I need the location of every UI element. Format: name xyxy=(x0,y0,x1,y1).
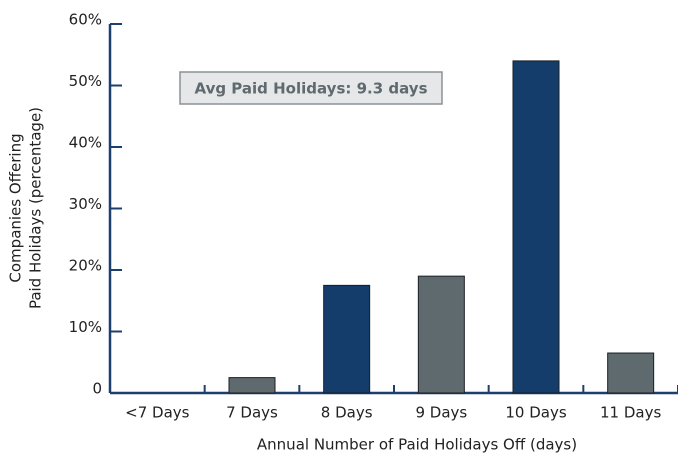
y-axis-label: Companies Offering xyxy=(7,133,25,282)
bar xyxy=(228,377,276,394)
x-tick-label: 9 Days xyxy=(415,404,467,422)
y-tick-label: 0 xyxy=(92,380,102,398)
annotation-box xyxy=(179,71,443,105)
y-tick-label: 20% xyxy=(69,257,102,275)
y-tick-label: 10% xyxy=(69,318,102,336)
x-tick-label: 11 Days xyxy=(600,404,661,422)
x-tick-label: <7 Days xyxy=(125,404,189,422)
bar xyxy=(417,275,465,394)
bar xyxy=(323,284,371,394)
bar xyxy=(512,60,560,394)
x-axis-label: Annual Number of Paid Holidays Off (days… xyxy=(257,436,577,454)
y-tick-label: 40% xyxy=(69,134,102,152)
x-tick-label: 8 Days xyxy=(321,404,373,422)
x-tick-label: 7 Days xyxy=(226,404,278,422)
y-axis-label: Paid Holidays (percentage) xyxy=(27,107,45,309)
y-tick-label: 50% xyxy=(69,72,102,90)
y-tick-label: 30% xyxy=(69,195,102,213)
x-tick-label: 10 Days xyxy=(505,404,566,422)
y-tick-label: 60% xyxy=(69,11,102,29)
annotation: Avg Paid Holidays: 9.3 days xyxy=(195,80,428,98)
bar xyxy=(607,352,655,394)
